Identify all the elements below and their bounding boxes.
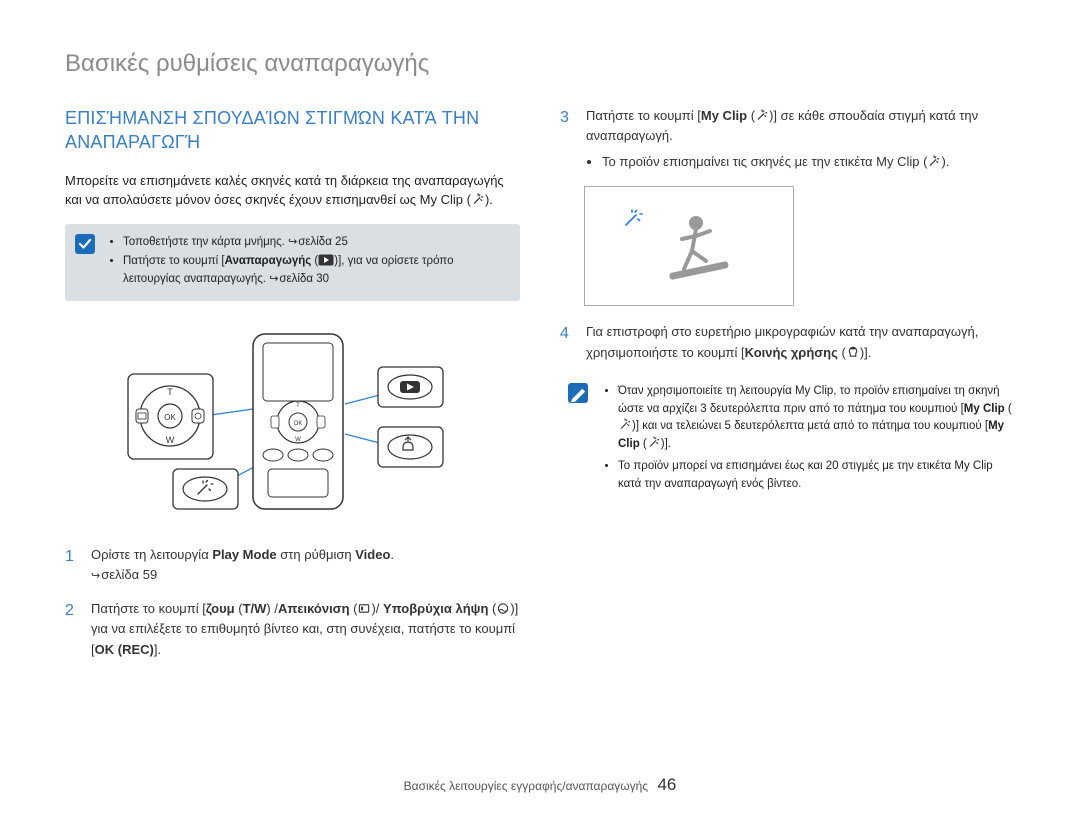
page-footer: Βασικές λειτουργίες εγγραφής/αναπαραγωγή… bbox=[0, 775, 1080, 795]
device-illustration: OK T W OK T W bbox=[65, 319, 520, 519]
content-columns: ΕΠΙΣΉΜΑΝΣΗ ΣΠΟΥΔΑΊΩΝ ΣΤΙΓΜΏΝ ΚΑΤΆ ΤΗΝ ΑΝ… bbox=[65, 106, 1015, 674]
page-title: Βασικές ρυθμίσεις αναπαραγωγής bbox=[65, 50, 1015, 78]
svg-text:T: T bbox=[296, 403, 300, 409]
svg-text:T: T bbox=[167, 387, 173, 397]
pencil-icon bbox=[568, 383, 588, 403]
star-wand-icon bbox=[618, 418, 632, 431]
prerequisite-note: Τοποθετήστε την κάρτα μνήμης. σελίδα 25 … bbox=[65, 224, 520, 301]
step-number: 4 bbox=[560, 322, 574, 362]
section-heading: ΕΠΙΣΉΜΑΝΣΗ ΣΠΟΥΔΑΊΩΝ ΣΤΙΓΜΏΝ ΚΑΤΆ ΤΗΝ ΑΝ… bbox=[65, 106, 520, 155]
step-number: 3 bbox=[560, 106, 574, 172]
star-wand-icon bbox=[927, 155, 941, 168]
right-column: 3 Πατήστε το κουμπί [My Clip ()] σε κάθε… bbox=[560, 106, 1015, 674]
step-item: 2 Πατήστε το κουμπί [ζουμ (T/W) /Απεικόν… bbox=[65, 599, 520, 659]
step-bullet: Το προϊόν επισημαίνει τις σκηνές με την … bbox=[602, 152, 1015, 172]
page-number: 46 bbox=[657, 775, 676, 794]
underwater-icon bbox=[496, 602, 510, 615]
step-number: 1 bbox=[65, 545, 79, 585]
star-wand-icon bbox=[647, 436, 661, 449]
star-wand-icon bbox=[755, 109, 769, 122]
note-item: Τοποθετήστε την κάρτα μνήμης. σελίδα 25 bbox=[123, 234, 508, 252]
info-item: Το προϊόν μπορεί να επισημάνει έως και 2… bbox=[618, 458, 1015, 494]
left-column: ΕΠΙΣΉΜΑΝΣΗ ΣΠΟΥΔΑΊΩΝ ΣΤΙΓΜΏΝ ΚΑΤΆ ΤΗΝ ΑΝ… bbox=[65, 106, 520, 674]
playback-button-icon bbox=[318, 254, 334, 266]
svg-text:W: W bbox=[165, 435, 174, 445]
svg-text:W: W bbox=[295, 437, 301, 443]
info-note: Όταν χρησιμοποιείτε τη λειτουργία My Cli… bbox=[560, 377, 1015, 504]
svg-text:OK: OK bbox=[164, 413, 176, 422]
video-thumbnail bbox=[584, 186, 794, 306]
display-icon bbox=[357, 602, 371, 615]
star-wand-icon bbox=[471, 193, 485, 206]
note-item: Πατήστε το κουμπί [Αναπαραγωγής ()], για… bbox=[123, 253, 508, 289]
share-icon bbox=[846, 346, 860, 359]
check-icon bbox=[75, 234, 95, 254]
svg-text:OK: OK bbox=[293, 421, 302, 427]
intro-paragraph: Μπορείτε να επισημάνετε καλές σκηνές κατ… bbox=[65, 171, 520, 210]
step-item: 1 Ορίστε τη λειτουργία Play Mode στη ρύθ… bbox=[65, 545, 520, 585]
info-item: Όταν χρησιμοποιείτε τη λειτουργία My Cli… bbox=[618, 383, 1015, 454]
step-item: 3 Πατήστε το κουμπί [My Clip ()] σε κάθε… bbox=[560, 106, 1015, 172]
step-number: 2 bbox=[65, 599, 79, 659]
step-item: 4 Για επιστροφή στο ευρετήριο μικρογραφι… bbox=[560, 322, 1015, 362]
